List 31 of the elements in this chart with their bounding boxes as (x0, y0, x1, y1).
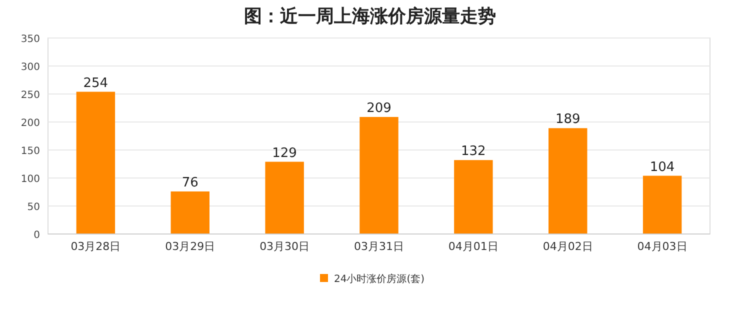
bar (360, 116, 398, 234)
data-label: 104 (650, 160, 675, 175)
data-label: 76 (182, 175, 198, 190)
y-tick-label: 300 (20, 62, 40, 73)
data-label: 189 (555, 112, 580, 128)
y-tick-label: 0 (34, 230, 40, 241)
y-tick-label: 200 (20, 118, 40, 129)
bar (265, 162, 304, 234)
bar (170, 191, 210, 234)
bar (76, 92, 116, 234)
y-tick-label: 50 (27, 202, 40, 213)
y-tick-label: 150 (20, 146, 40, 157)
data-label: 129 (272, 146, 297, 161)
data-label: 132 (461, 144, 486, 160)
bar (642, 176, 682, 234)
y-tick-label: 250 (20, 90, 40, 101)
legend-label: 24小时涨价房源(套) (334, 273, 425, 285)
x-tick-label: 03月29日 (165, 240, 216, 253)
bar (548, 128, 588, 234)
chart-title: 图：近一周上海涨价房源量走势 (244, 6, 496, 27)
x-tick-label: 03月31日 (354, 240, 404, 253)
data-label: 254 (83, 76, 108, 91)
x-tick-label: 03月28日 (70, 240, 121, 253)
data-label: 209 (366, 100, 392, 116)
x-tick-label: 04月01日 (448, 240, 498, 253)
bar (454, 160, 493, 234)
x-tick-label: 03月30日 (260, 240, 310, 253)
x-tick-label: 04月02日 (542, 240, 593, 253)
y-tick-label: 350 (20, 34, 40, 45)
x-tick-label: 04月03日 (637, 240, 688, 253)
y-tick-label: 100 (20, 174, 40, 185)
